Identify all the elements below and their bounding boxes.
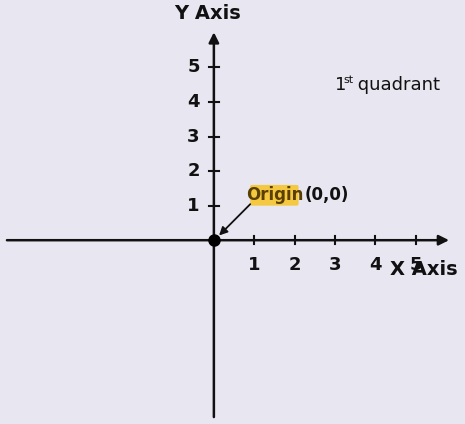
- Text: 1: 1: [187, 197, 200, 215]
- Text: 5: 5: [409, 256, 422, 274]
- Text: Y Axis: Y Axis: [174, 3, 241, 22]
- Text: (0,0): (0,0): [305, 186, 349, 204]
- Text: 1: 1: [335, 76, 346, 94]
- Text: st: st: [344, 75, 354, 84]
- Text: 5: 5: [187, 59, 200, 76]
- Text: 4: 4: [369, 256, 381, 274]
- Text: quadrant: quadrant: [352, 76, 440, 94]
- Text: 2: 2: [288, 256, 301, 274]
- Text: 3: 3: [187, 128, 200, 145]
- Text: X Axis: X Axis: [390, 260, 458, 279]
- Text: Origin: Origin: [246, 186, 303, 204]
- Text: 4: 4: [187, 93, 200, 111]
- Text: 2: 2: [187, 162, 200, 180]
- FancyBboxPatch shape: [250, 185, 299, 206]
- Text: 3: 3: [329, 256, 341, 274]
- Text: 1: 1: [248, 256, 260, 274]
